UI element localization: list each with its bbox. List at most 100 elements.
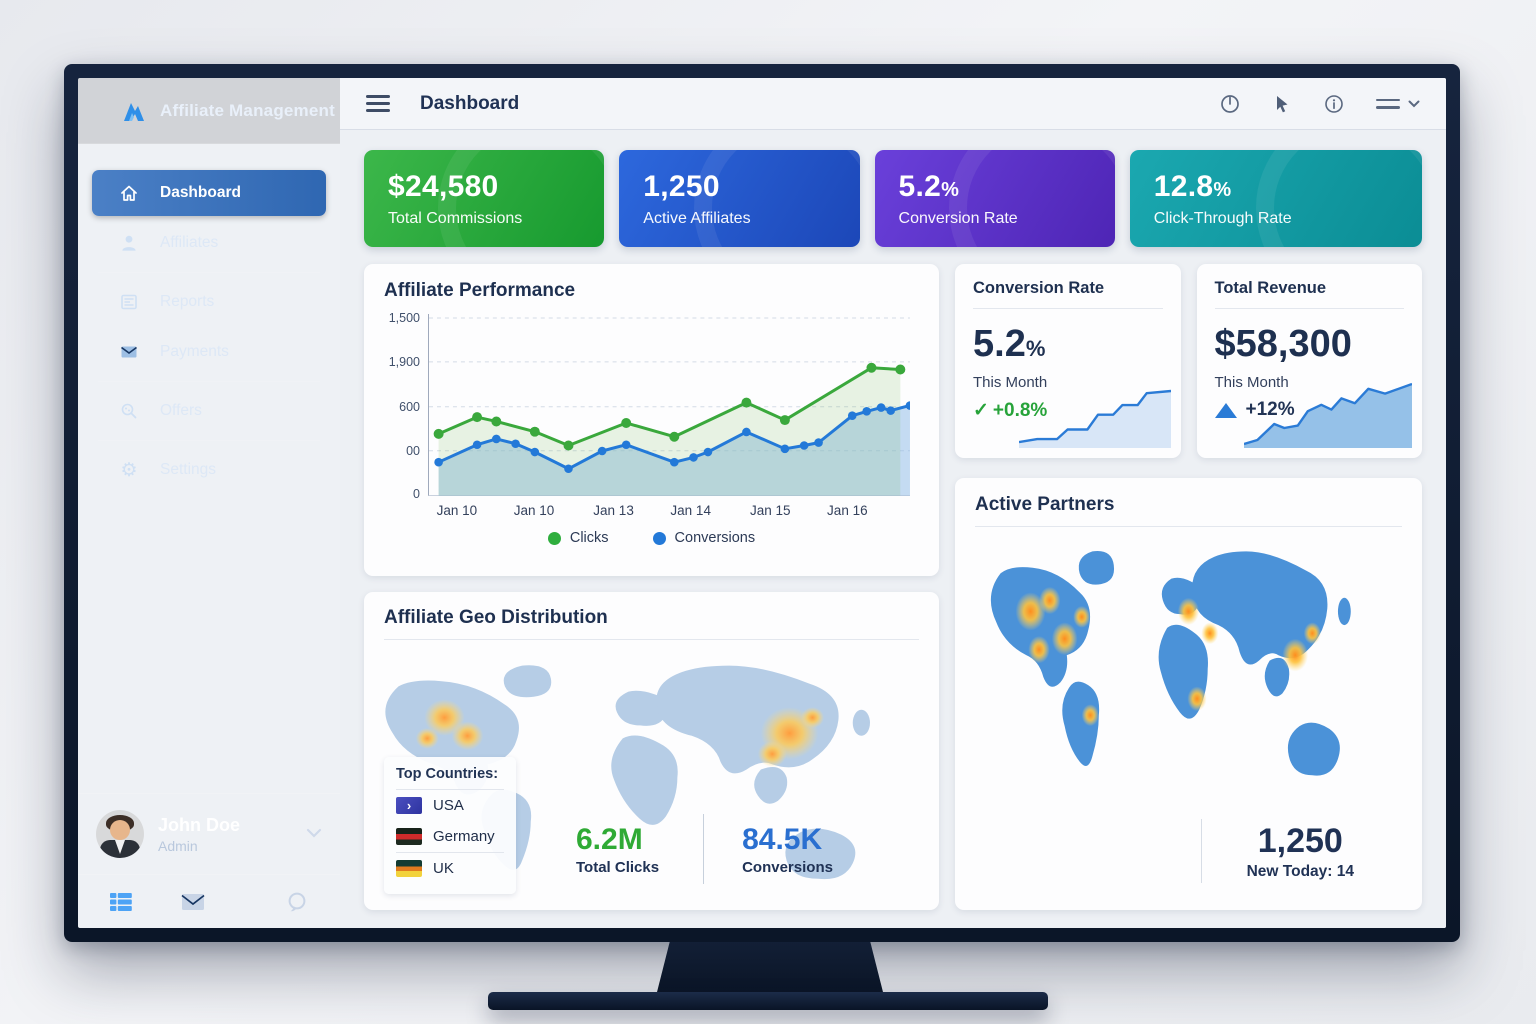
legend-conversions: Conversions [652, 530, 755, 546]
sidebar-footer [78, 874, 340, 928]
sidebar-header: Affiliate Management [78, 78, 340, 144]
sidebar-divider [98, 440, 320, 441]
person-icon [118, 232, 140, 254]
user-meta: John Doe Admin [158, 815, 306, 854]
sidebar-item-reports[interactable]: Reports [92, 279, 326, 325]
sidebar-item-label: Offers [160, 402, 202, 419]
revenue-value: $58,300 [1214, 323, 1352, 365]
sidebar: Affiliate Management Dashboard Affiliate… [78, 78, 340, 928]
partners-count: 1,250 [1257, 821, 1343, 860]
card-title: Conversion Rate [973, 279, 1105, 297]
period-label: This Month [973, 374, 1048, 391]
monitor-base [488, 992, 1048, 1010]
conversion-sparkline [1018, 389, 1171, 448]
kpi-total-commissions[interactable]: $24,580 Total Commissions [364, 150, 605, 247]
dashboard-content: $24,580 Total Commissions 1,250 Active A… [340, 130, 1446, 928]
sidebar-item-label: Reports [160, 293, 215, 310]
monitor-stand [656, 942, 884, 996]
sidebar-divider [98, 272, 320, 273]
menu-lines-icon[interactable] [1376, 94, 1420, 114]
topbar: Dashboard [340, 78, 1446, 130]
partners-hotspots [1015, 586, 1321, 727]
kpi-value: $24,580 [388, 169, 499, 203]
settings-icon: ⚙ [120, 459, 138, 481]
info-icon[interactable] [1324, 94, 1344, 114]
hamburger-menu-icon[interactable] [366, 91, 390, 116]
kpi-label: Active Affiliates [643, 209, 751, 227]
top-countries-panel: Top Countries: › USA Germany [384, 757, 516, 894]
screen: Affiliate Management Dashboard Affiliate… [78, 78, 1446, 928]
offers-icon [118, 400, 140, 422]
kpi-value: 5.2 [898, 169, 942, 203]
sidebar-divider [98, 381, 320, 382]
uk-flag-icon [396, 860, 422, 877]
partners-world-map [975, 535, 1402, 808]
conversion-rate-card: Conversion Rate 5.2% This Month ✓ +0.8% [955, 264, 1181, 458]
y-axis-labels: 1,500 1,900 600 00 0 [388, 311, 420, 501]
grid-icon[interactable] [108, 891, 134, 913]
geo-stats: 6.2M Total Clicks 84.5K Conversions [576, 814, 833, 884]
topbar-icons [1220, 94, 1420, 114]
kpi-value: 12.8 [1153, 169, 1214, 203]
sidebar-item-payments[interactable]: Payments [92, 329, 326, 375]
country-row-germany[interactable]: Germany [396, 821, 504, 852]
sidebar-item-dashboard[interactable]: Dashboard [92, 170, 326, 216]
sidebar-item-label: Affiliates [160, 234, 219, 251]
conversions-stat: 84.5K Conversions [742, 822, 833, 876]
mail-icon[interactable] [180, 891, 206, 913]
user-role: Admin [158, 837, 198, 854]
partners-stats: 1,250 New Today: 14 [1247, 822, 1354, 881]
revenue-delta: +12% [1214, 399, 1405, 421]
clicks-dot-icon [547, 531, 561, 545]
kpi-active-affiliates[interactable]: 1,250 Active Affiliates [619, 150, 860, 247]
geo-title: Affiliate Geo Distribution [384, 607, 608, 628]
monitor-frame: Affiliate Management Dashboard Affiliate… [64, 64, 1460, 942]
top-countries-title: Top Countries: [396, 766, 504, 790]
divider [1201, 819, 1202, 883]
cursor-icon[interactable] [1272, 94, 1292, 114]
conversion-value: 5.2 [973, 323, 1026, 365]
partners-new-today: New Today: 14 [1246, 862, 1354, 880]
sidebar-item-label: Payments [160, 343, 229, 360]
payments-icon [118, 341, 140, 363]
app-title: Affiliate Management [160, 100, 335, 120]
chevron-down-icon[interactable] [306, 825, 322, 843]
chat-icon[interactable] [284, 891, 310, 913]
period-label: This Month [1214, 374, 1289, 391]
usa-flag-icon: › [396, 797, 422, 814]
country-row-usa[interactable]: › USA [396, 790, 504, 821]
legend-clicks: Clicks [547, 530, 609, 546]
avatar [96, 810, 144, 858]
report-icon [118, 291, 140, 313]
sidebar-item-label: Settings [160, 461, 217, 478]
sidebar-item-offers[interactable]: Offers [92, 388, 326, 434]
germany-flag-icon [396, 828, 422, 845]
sidebar-item-label: Dashboard [160, 184, 241, 201]
conversions-dot-icon [652, 531, 666, 545]
user-profile[interactable]: John Doe Admin [78, 793, 340, 874]
kpi-conversion-rate[interactable]: 5.2% Conversion Rate [874, 150, 1115, 247]
clock-icon[interactable] [1220, 94, 1240, 114]
main-area: Dashboard $24,580 Total Commissi [340, 78, 1446, 928]
kpi-click-through-rate[interactable]: 12.8% Click-Through Rate [1129, 150, 1422, 247]
kpi-value: 1,250 [643, 169, 720, 203]
triangle-up-icon [1214, 402, 1237, 418]
page-title: Dashboard [420, 92, 520, 114]
sidebar-item-settings[interactable]: ⚙ Settings [92, 447, 326, 493]
user-name: John Doe [158, 814, 241, 835]
partners-title: Active Partners [975, 494, 1115, 515]
geo-world-map [364, 650, 939, 910]
home-icon [118, 182, 140, 204]
country-row-uk[interactable]: UK [396, 852, 504, 884]
sidebar-item-affiliates[interactable]: Affiliates [92, 220, 326, 266]
kpi-label: Click-Through Rate [1153, 209, 1292, 227]
total-clicks-stat: 6.2M Total Clicks [576, 822, 660, 876]
chart-legend: Clicks Conversions [384, 530, 919, 546]
app-logo-icon [118, 97, 148, 125]
performance-plot [428, 314, 910, 496]
active-partners-card: Active Partners [955, 478, 1422, 910]
kpi-label: Total Commissions [388, 209, 523, 227]
conversion-delta: ✓ +0.8% [973, 399, 1048, 422]
kpi-row: $24,580 Total Commissions 1,250 Active A… [364, 150, 1422, 247]
chart-title: Affiliate Performance [384, 280, 576, 301]
